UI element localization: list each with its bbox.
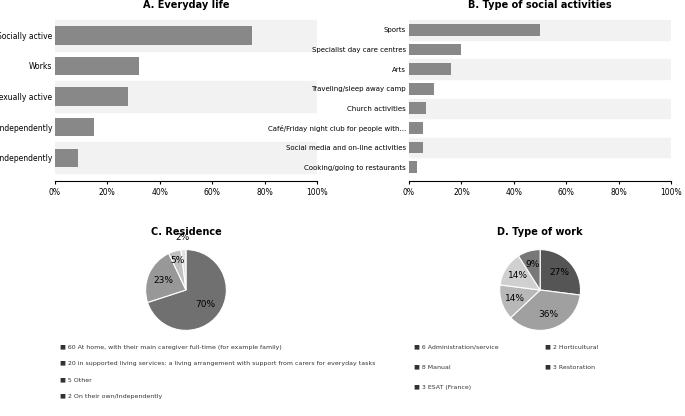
Text: ■ 2 On their own/Independently: ■ 2 On their own/Independently	[60, 394, 162, 399]
Text: ■ 6 Administration/service: ■ 6 Administration/service	[414, 344, 499, 349]
Text: 2%: 2%	[175, 233, 190, 242]
Bar	[409, 99, 671, 118]
Text: 36%: 36%	[538, 310, 558, 319]
Text: 9%: 9%	[525, 260, 540, 269]
Bar	[409, 59, 671, 79]
Text: ■ 2 Horticultural: ■ 2 Horticultural	[545, 344, 599, 349]
Bar	[409, 161, 417, 173]
Bar	[409, 20, 671, 40]
Bar	[55, 118, 94, 136]
Title: C. Residence: C. Residence	[151, 227, 221, 238]
Bar	[409, 138, 671, 157]
Bar	[409, 102, 426, 114]
Bar	[409, 141, 423, 154]
Title: D. Type of work: D. Type of work	[497, 227, 583, 238]
Wedge shape	[169, 250, 186, 290]
Wedge shape	[181, 250, 186, 290]
Text: ■ 5 Other: ■ 5 Other	[60, 377, 92, 382]
Bar	[55, 87, 128, 106]
Text: ■ 20 in supported living services: a living arrangement with support from carers: ■ 20 in supported living services: a liv…	[60, 361, 375, 366]
Bar	[55, 149, 78, 167]
Wedge shape	[519, 250, 540, 290]
Wedge shape	[540, 250, 580, 295]
Title: B. Type of social activities: B. Type of social activities	[469, 0, 612, 10]
Text: ■ 3 Restoration: ■ 3 Restoration	[545, 365, 595, 370]
Text: 27%: 27%	[550, 268, 570, 277]
Bar	[55, 26, 251, 45]
Text: ■ 60 At home, with their main caregiver full-time (for example family): ■ 60 At home, with their main caregiver …	[60, 344, 282, 349]
Bar	[409, 44, 462, 55]
Bar	[55, 20, 317, 51]
Wedge shape	[500, 256, 540, 290]
Text: ■ 8 Manual: ■ 8 Manual	[414, 365, 451, 370]
Text: 14%: 14%	[508, 271, 528, 280]
Text: 14%: 14%	[505, 294, 525, 302]
Bar	[55, 57, 139, 75]
Wedge shape	[147, 250, 226, 330]
Wedge shape	[146, 253, 186, 302]
Wedge shape	[500, 285, 540, 318]
Bar	[409, 83, 434, 94]
Title: A. Everyday life: A. Everyday life	[142, 0, 229, 10]
Wedge shape	[511, 290, 580, 330]
Bar	[55, 81, 317, 112]
Bar	[55, 142, 317, 173]
Text: 23%: 23%	[153, 276, 174, 285]
Bar	[409, 24, 540, 36]
Bar	[409, 122, 423, 134]
Bar	[409, 63, 451, 75]
Text: ■ 3 ESAT (France): ■ 3 ESAT (France)	[414, 385, 471, 390]
Text: 70%: 70%	[195, 300, 216, 309]
Text: 5%: 5%	[171, 256, 185, 265]
